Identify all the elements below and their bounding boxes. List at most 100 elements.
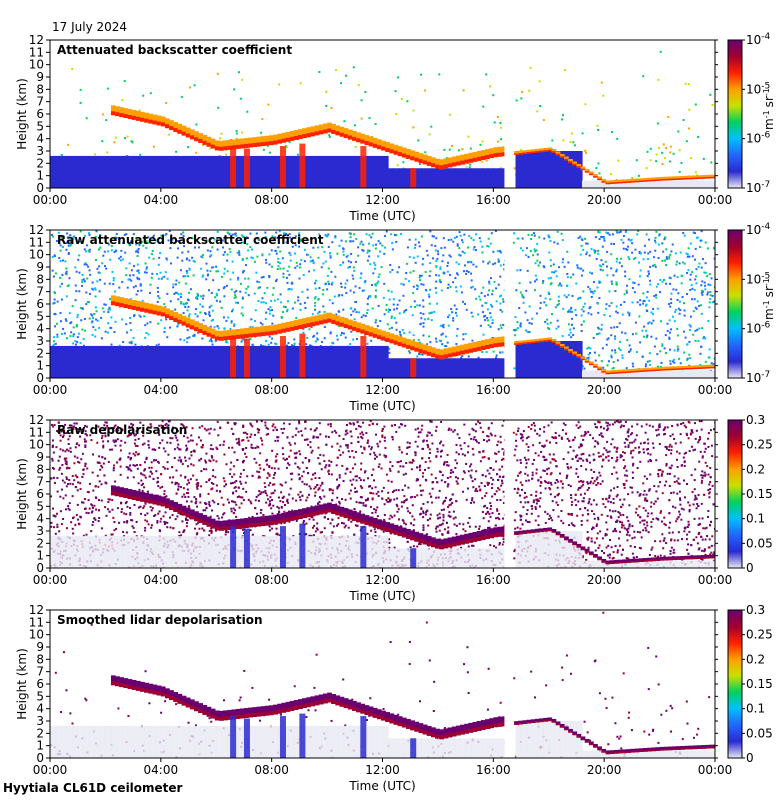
noise-pixel (653, 345, 656, 348)
noise-pixel (620, 265, 623, 268)
layer-cell (397, 336, 403, 347)
noise-pixel (478, 451, 481, 454)
noise-pixel (669, 277, 672, 280)
layer-cell (264, 135, 270, 146)
noise-pixel (605, 343, 608, 346)
noise-pixel (673, 349, 676, 352)
noise-pixel (586, 531, 589, 534)
noise-pixel (65, 241, 68, 244)
noise-pixel (167, 239, 170, 242)
noise-pixel (321, 246, 324, 249)
noise-pixel (382, 296, 385, 299)
noise-pixel (214, 296, 217, 299)
noise-pixel (713, 247, 715, 250)
noise-pixel (318, 310, 321, 313)
layer-cell (177, 313, 183, 324)
noise-pixel (213, 238, 216, 241)
noise-pixel (419, 279, 422, 282)
noise-pixel (477, 441, 480, 444)
layer-cell (468, 152, 474, 163)
noise-pixel (277, 246, 280, 249)
noise-pixel (552, 263, 555, 266)
noise-pixel (650, 335, 653, 338)
noise-pixel (631, 524, 634, 527)
noise-pixel (52, 467, 55, 470)
noise-pixel (582, 320, 585, 323)
noise-pixel (494, 262, 497, 265)
noise-pixel (696, 502, 699, 505)
noise-pixel (628, 258, 631, 261)
noise-pixel (215, 265, 218, 268)
noise-pixel (68, 277, 71, 280)
noise-pixel (74, 446, 77, 449)
noise-pixel (692, 231, 695, 234)
colorbar-exponent: -4 (761, 32, 770, 42)
noise-pixel (193, 333, 196, 336)
boundary-layer-cell (105, 345, 112, 378)
noise-pixel (103, 250, 106, 253)
noise-pixel (495, 354, 498, 357)
layer-core-cell (356, 328, 361, 333)
layer-cell (638, 178, 644, 182)
noise-pixel (228, 472, 231, 475)
boundary-layer-cell (110, 345, 118, 378)
noise-pixel (187, 250, 190, 253)
noise-pixel (592, 280, 595, 283)
layer-core-cell (593, 176, 598, 178)
noise-pixel (88, 317, 91, 320)
noise-pixel (662, 143, 665, 146)
noise-pixel (81, 428, 84, 431)
noise-pixel (488, 280, 491, 283)
noise-pixel (589, 351, 592, 354)
boundary-layer-cell (188, 155, 195, 188)
noise-pixel (672, 491, 675, 494)
noise-pixel (534, 274, 537, 277)
noise-pixel (302, 327, 305, 330)
noise-pixel (50, 521, 53, 524)
layer-core-cell (460, 160, 465, 165)
noise-pixel (565, 476, 568, 479)
noise-pixel (435, 265, 438, 268)
layer-cell (497, 146, 503, 157)
noise-pixel (631, 362, 634, 365)
noise-pixel (383, 282, 386, 285)
noise-pixel (98, 265, 101, 268)
noise-pixel (630, 450, 633, 453)
layer-core-cell (572, 353, 578, 356)
noise-pixel (434, 245, 437, 248)
noise-pixel (164, 521, 167, 524)
noise-pixel (434, 337, 437, 340)
boundary-layer-cell (687, 370, 694, 378)
layer-cell (335, 125, 341, 136)
boundary-layer-cell (620, 180, 627, 188)
x-tick-label: 00:00 (698, 193, 733, 207)
noise-pixel (110, 316, 113, 319)
noise-pixel (67, 244, 70, 247)
noise-pixel (286, 462, 289, 465)
layer-cell (576, 163, 582, 168)
noise-pixel (462, 338, 465, 341)
noise-pixel (226, 341, 229, 344)
noise-pixel (706, 293, 709, 296)
noise-pixel (548, 486, 551, 489)
noise-pixel (429, 288, 432, 291)
noise-pixel (439, 324, 442, 327)
noise-pixel (145, 331, 148, 334)
noise-pixel (123, 233, 126, 236)
noise-pixel (670, 292, 673, 295)
noise-pixel (637, 174, 640, 177)
y-tick-label: 1 (36, 169, 44, 183)
noise-pixel (449, 255, 452, 258)
noise-pixel (485, 73, 488, 76)
noise-pixel (438, 524, 441, 527)
noise-pixel (306, 336, 309, 339)
noise-pixel (483, 528, 486, 531)
noise-pixel (436, 514, 439, 517)
noise-pixel (336, 252, 339, 255)
noise-pixel (704, 241, 707, 244)
noise-pixel (405, 308, 408, 311)
noise-pixel (226, 259, 229, 262)
layer-cell (119, 107, 125, 118)
noise-pixel (387, 310, 390, 313)
layer-cell (289, 130, 295, 141)
